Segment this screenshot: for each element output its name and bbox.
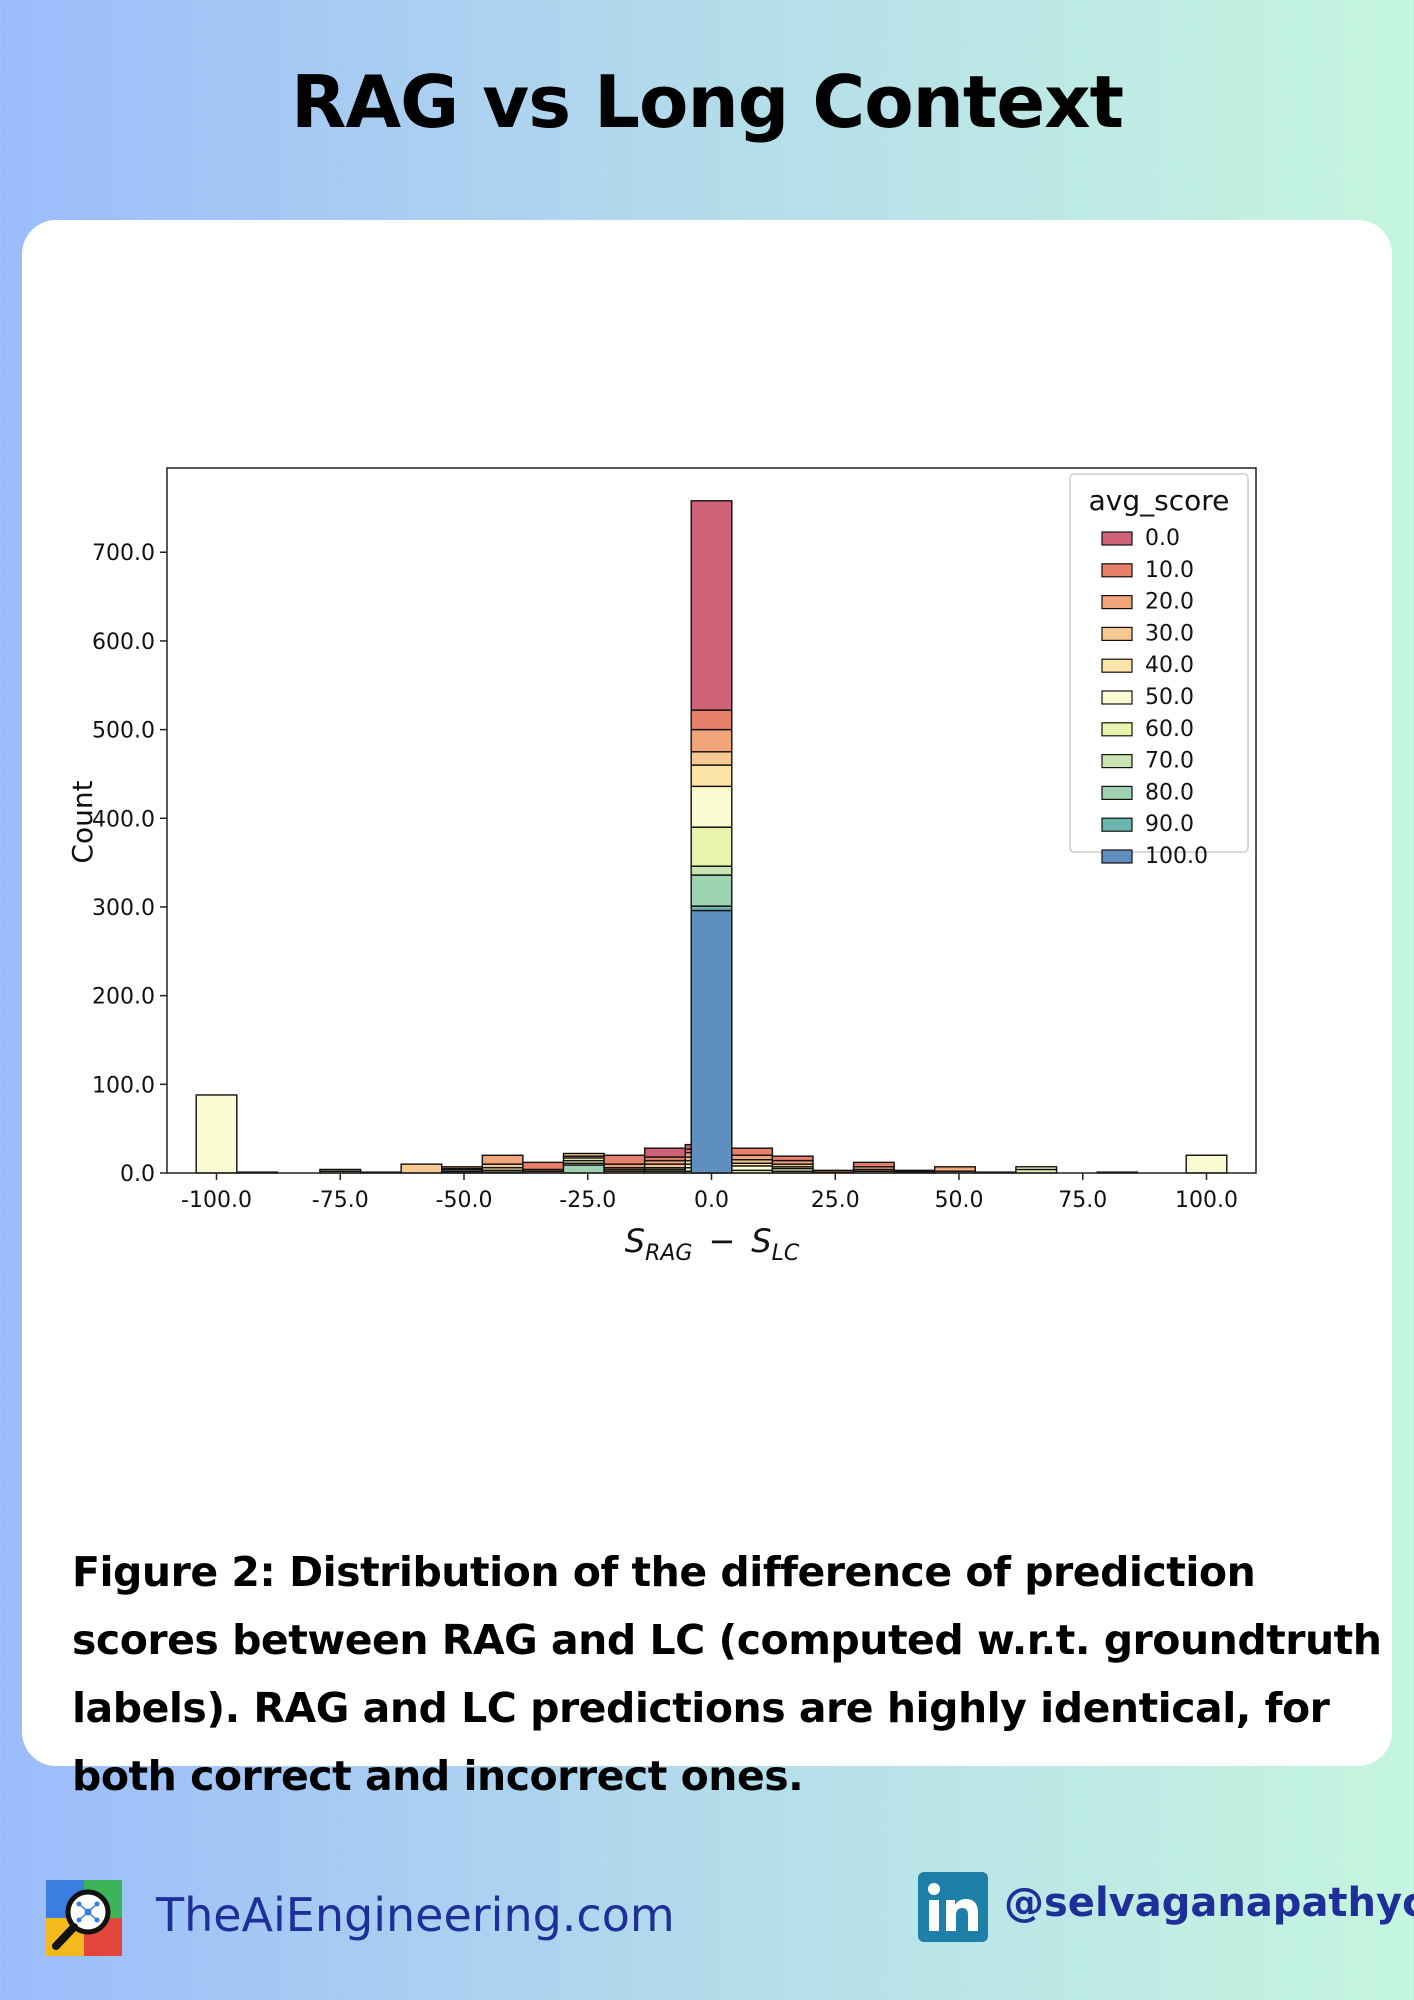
x-tick-label: 50.0: [935, 1188, 984, 1213]
bar-segment: [522, 1161, 565, 1171]
y-tick-label: 400.0: [92, 807, 155, 832]
bar-segment: [603, 1154, 646, 1165]
legend-swatch: [1101, 531, 1133, 546]
legend-label: 0.0: [1145, 526, 1180, 551]
page-title: RAG vs Long Context: [290, 60, 1124, 144]
legend-label: 40.0: [1145, 653, 1194, 678]
linkedin-icon[interactable]: [918, 1872, 988, 1942]
bar-segment: [690, 728, 733, 753]
y-axis-ticks: 0.0 100.0 200.0 300.0 400.0 500.0 600.0 700.0: [92, 541, 167, 1187]
x-axis-label-minus: −: [708, 1222, 735, 1260]
y-tick-label: 500.0: [92, 719, 155, 744]
legend-swatch: [1101, 563, 1133, 578]
bar-segment: [643, 1147, 686, 1158]
bar-segment: [893, 1169, 936, 1172]
legend-swatch: [1101, 849, 1133, 864]
y-tick-label: 100.0: [92, 1073, 155, 1098]
legend-label: 10.0: [1145, 558, 1194, 583]
y-tick-label: 300.0: [92, 896, 155, 921]
x-axis-label-base: S: [625, 1222, 645, 1260]
x-tick-label: -75.0: [312, 1188, 369, 1213]
legend-label: 60.0: [1145, 717, 1194, 742]
bar-segment: [195, 1094, 238, 1174]
bar-segment: [319, 1168, 362, 1172]
bar-segment: [690, 500, 733, 711]
bar-segment: [690, 865, 733, 876]
legend-swatch: [1101, 753, 1133, 769]
bars-layer: [195, 500, 1228, 1174]
y-tick-label: 700.0: [92, 541, 155, 566]
legend-label: 20.0: [1145, 590, 1194, 615]
legend-label: 90.0: [1145, 812, 1194, 837]
x-tick-label: 0.0: [694, 1188, 729, 1213]
legend-label: 80.0: [1145, 780, 1194, 805]
legend-swatch: [1101, 595, 1133, 610]
bar-segment: [562, 1152, 605, 1157]
x-axis-label-base-2: S: [751, 1222, 771, 1260]
bar-segment: [934, 1166, 977, 1172]
bar-segment: [1185, 1154, 1228, 1174]
bar-segment: [400, 1163, 443, 1174]
y-tick-label: 0.0: [120, 1162, 155, 1187]
bar-segment: [690, 751, 733, 766]
x-axis-label-sub-lc: LC: [772, 1241, 800, 1266]
bar-segment: [441, 1166, 484, 1170]
legend-items: 0.0 10.0 20.0 30.0 40.0 50.0 60.0 70.0 80.0 90.0 1…: [1101, 526, 1208, 869]
legend-swatch: [1101, 626, 1133, 641]
legend-swatch: [1101, 658, 1133, 673]
x-tick-label: -25.0: [559, 1188, 616, 1213]
x-axis-label: SRAG − SLC: [625, 1222, 800, 1266]
bar-segment: [690, 709, 733, 731]
magnifier-network-icon: [46, 1880, 122, 1956]
legend-swatch: [1101, 817, 1133, 832]
bar-segment: [690, 909, 733, 1174]
y-tick-label: 600.0: [92, 630, 155, 655]
legend-swatch: [1101, 785, 1133, 801]
linkedin-handle[interactable]: @selvaganapathyc: [1004, 1880, 1414, 1926]
bar-segment: [812, 1169, 855, 1173]
x-tick-label: -50.0: [436, 1188, 493, 1213]
legend: avg_score 0.0 10.0 20.0 30.0 40.0 50.0 60.0 70.…: [1069, 473, 1249, 869]
bar-segment: [690, 764, 733, 788]
y-tick-label: 200.0: [92, 985, 155, 1010]
bar-segment: [562, 1164, 605, 1174]
bar-segment: [1015, 1166, 1058, 1171]
legend-label: 100.0: [1145, 844, 1208, 869]
bar-segment: [690, 874, 733, 907]
legend-swatch: [1101, 690, 1133, 705]
bar-segment: [852, 1161, 895, 1168]
legend-title: avg_score: [1089, 484, 1230, 517]
bar-segment: [481, 1154, 524, 1165]
legend-swatch: [1101, 722, 1133, 737]
bar-segment: [771, 1155, 814, 1162]
legend-label: 50.0: [1145, 685, 1194, 710]
x-tick-label: -100.0: [181, 1188, 252, 1213]
x-tick-label: 100.0: [1175, 1188, 1238, 1213]
bar-segment: [690, 826, 733, 867]
content-card: -100.0 -75.0 -50.0 -25.0 0.0 25.0 50.0 75.0 100.…: [22, 220, 1392, 1800]
x-axis-label-sub-rag: RAG: [645, 1241, 692, 1266]
bar-segment: [690, 785, 733, 828]
x-tick-label: 75.0: [1058, 1188, 1107, 1213]
legend-label: 30.0: [1145, 621, 1194, 646]
y-axis-label: Count: [66, 780, 99, 863]
histogram-chart: -100.0 -75.0 -50.0 -25.0 0.0 25.0 50.0 75.0 100.…: [66, 467, 1257, 1266]
x-tick-label: 25.0: [811, 1188, 860, 1213]
figure-caption: Figure 2: Distribution of the difference…: [72, 1548, 1382, 1800]
website-link[interactable]: TheAiEngineering.com: [156, 1888, 675, 1942]
x-axis-ticks: -100.0 -75.0 -50.0 -25.0 0.0 25.0 50.0 75.0 100.…: [181, 1173, 1238, 1213]
legend-label: 70.0: [1145, 749, 1194, 774]
bar-segment: [731, 1147, 774, 1156]
